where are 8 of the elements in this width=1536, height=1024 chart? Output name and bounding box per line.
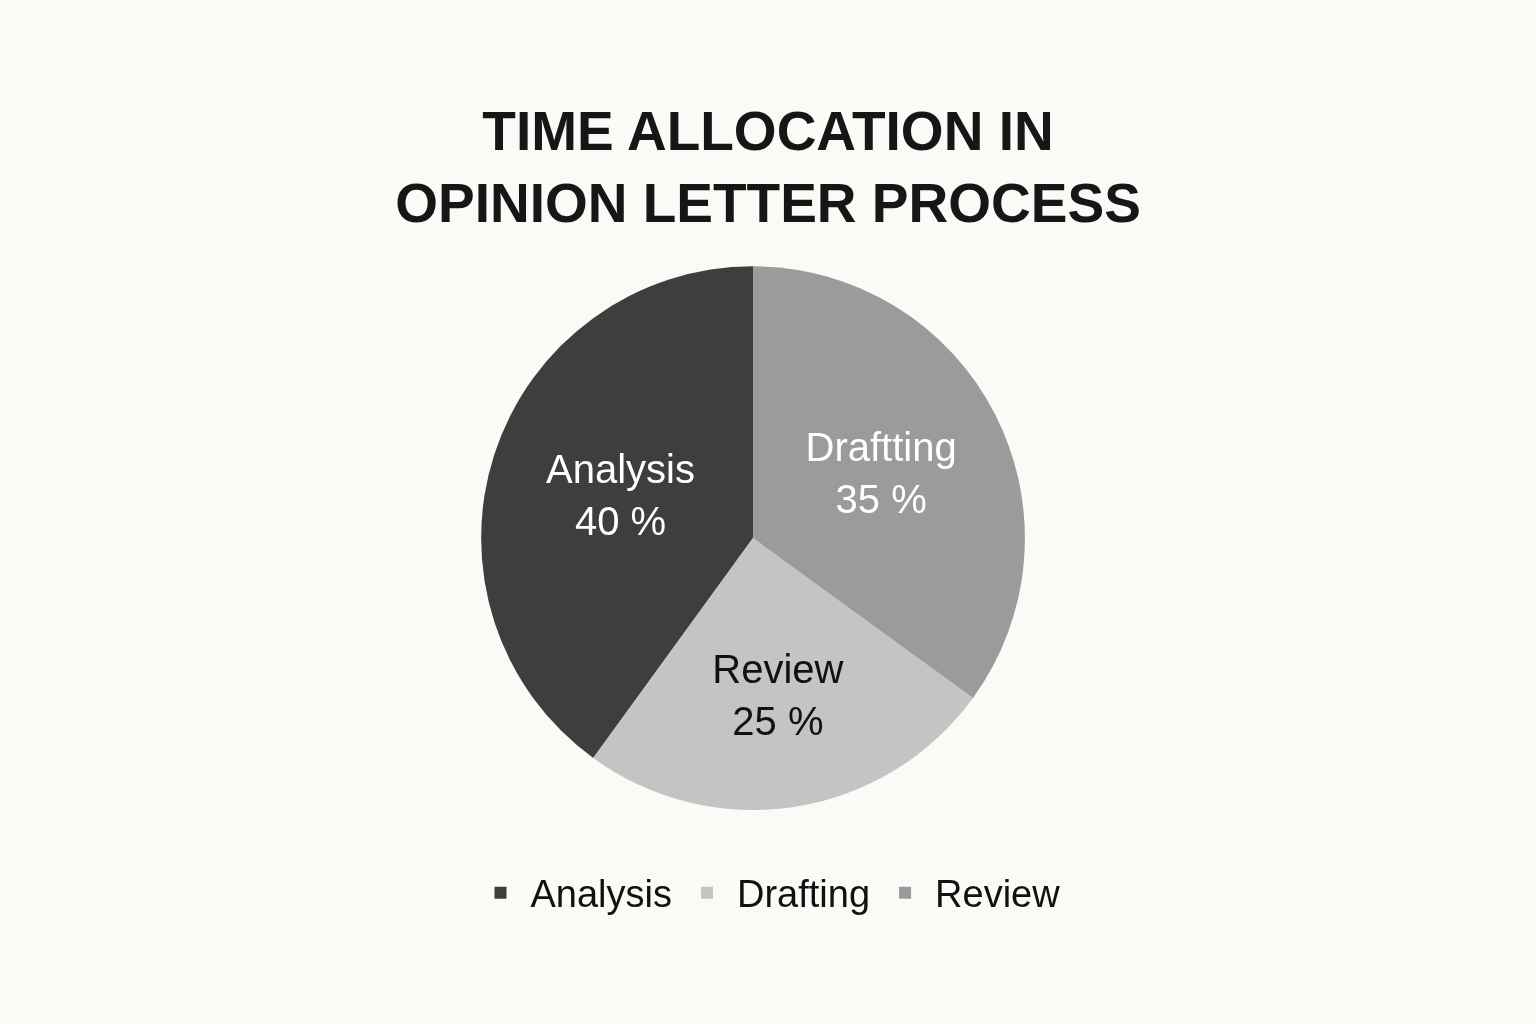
legend-label: Review [935,873,1061,916]
legend-label: Drafting [737,873,871,916]
chart-title: TIME ALLOCATION IN OPINION LETTER PROCESS [395,100,1141,234]
pie-slice [593,538,973,810]
data-label: Analysis 40 % [546,447,695,544]
data-label: Review 25 % [712,647,844,744]
legend-label: Analysis [530,873,672,916]
data-label: Draftting 35 % [805,424,957,521]
